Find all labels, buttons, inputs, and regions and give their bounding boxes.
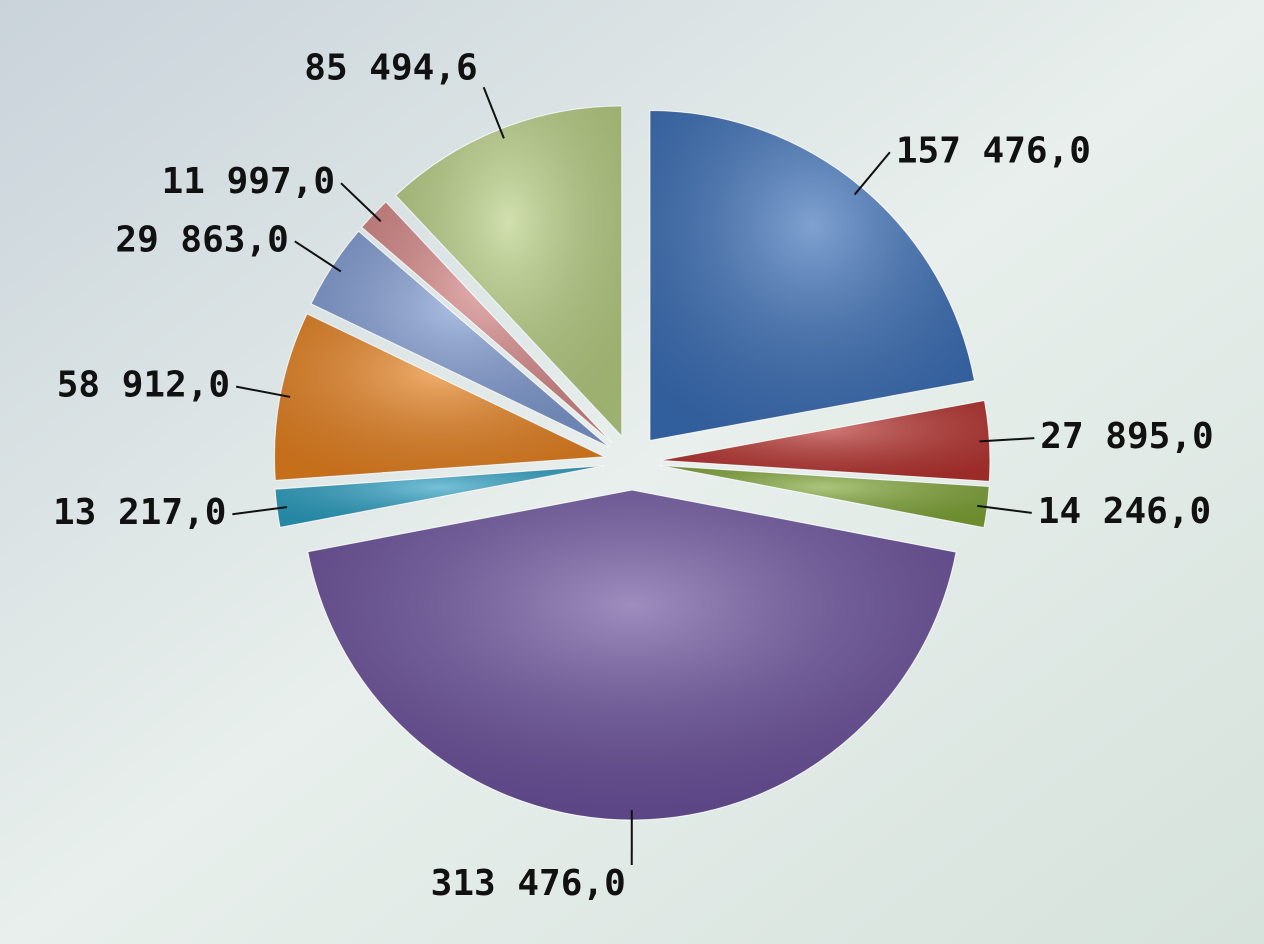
data-label: 58 912,0 bbox=[57, 365, 230, 406]
data-label: 27 895,0 bbox=[1040, 416, 1213, 457]
data-label: 157 476,0 bbox=[896, 130, 1091, 171]
leader-line bbox=[340, 182, 382, 222]
leader-line bbox=[294, 240, 342, 273]
data-label: 14 246,0 bbox=[1038, 491, 1211, 532]
data-label: 85 494,6 bbox=[304, 47, 477, 88]
leader-line bbox=[235, 385, 291, 398]
leader-line bbox=[482, 86, 505, 139]
leader-line bbox=[979, 437, 1035, 443]
leader-line bbox=[232, 506, 288, 516]
leader-line bbox=[977, 504, 1032, 514]
data-label: 13 217,0 bbox=[53, 492, 226, 533]
data-label: 313 476,0 bbox=[431, 863, 626, 904]
data-label: 11 997,0 bbox=[162, 161, 335, 202]
leader-line bbox=[853, 151, 891, 196]
data-label: 29 863,0 bbox=[115, 219, 288, 260]
